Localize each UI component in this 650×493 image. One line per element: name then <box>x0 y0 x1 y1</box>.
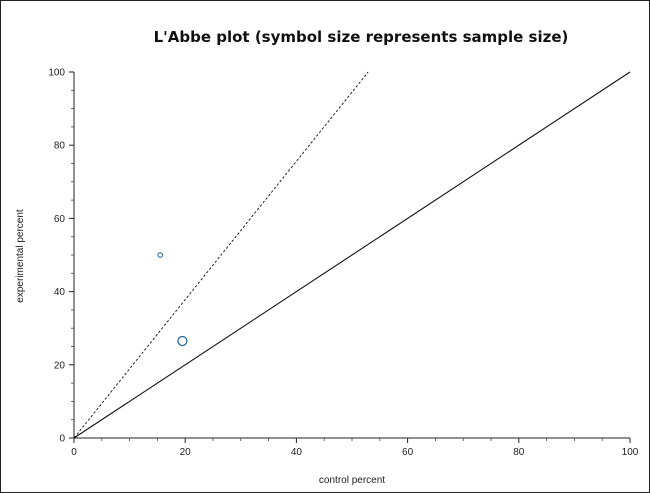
data-point <box>177 335 188 347</box>
chart-title: L'Abbe plot (symbol size represents samp… <box>154 28 569 46</box>
y-tick-label: 20 <box>54 360 66 371</box>
y-tick-label: 40 <box>54 287 66 298</box>
ticks: 0 20 40 60 80 100 0 20 40 60 80 100 <box>48 68 638 459</box>
data-point <box>157 252 163 258</box>
equality-line <box>73 71 631 439</box>
x-tick-label: 0 <box>71 447 77 458</box>
x-tick-label: 40 <box>291 447 303 458</box>
x-tick-label: 60 <box>402 447 414 458</box>
reference-lines <box>73 71 631 439</box>
data-points <box>157 252 188 347</box>
x-tick-label: 100 <box>622 447 639 458</box>
y-tick-label: 100 <box>48 68 65 79</box>
x-tick-label: 20 <box>180 447 192 458</box>
x-axis-label: control percent <box>319 475 385 486</box>
dashed-reference-line <box>73 71 369 439</box>
x-tick-label: 80 <box>513 447 525 458</box>
y-axis-label: experimental percent <box>15 209 26 303</box>
y-tick-label: 60 <box>54 214 66 225</box>
y-tick-label: 0 <box>59 434 65 445</box>
y-tick-label: 80 <box>54 141 66 152</box>
